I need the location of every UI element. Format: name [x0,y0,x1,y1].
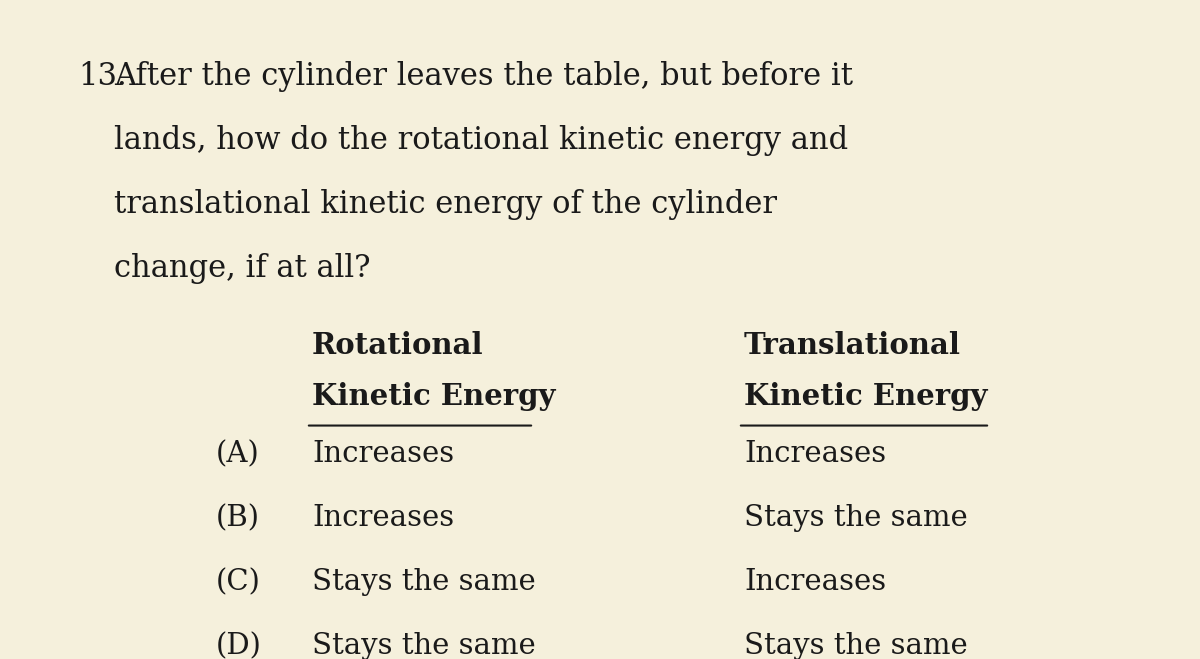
Text: After the cylinder leaves the table, but before it: After the cylinder leaves the table, but… [114,61,853,92]
Text: Translational: Translational [744,331,961,360]
Text: Increases: Increases [312,440,454,469]
Text: Rotational: Rotational [312,331,484,360]
Text: Stays the same: Stays the same [744,633,967,659]
Text: Kinetic Energy: Kinetic Energy [744,382,988,411]
Text: (A): (A) [216,440,259,469]
Text: Stays the same: Stays the same [312,633,535,659]
Text: (D): (D) [216,633,262,659]
Text: translational kinetic energy of the cylinder: translational kinetic energy of the cyli… [114,189,778,220]
Text: (B): (B) [216,504,260,532]
Text: 13.: 13. [78,61,127,92]
Text: Increases: Increases [744,568,886,596]
Text: Kinetic Energy: Kinetic Energy [312,382,556,411]
Text: lands, how do the rotational kinetic energy and: lands, how do the rotational kinetic ene… [114,125,848,156]
Text: Increases: Increases [312,504,454,532]
Text: Stays the same: Stays the same [312,568,535,596]
Text: change, if at all?: change, if at all? [114,253,371,284]
Text: Stays the same: Stays the same [744,504,967,532]
Text: Increases: Increases [744,440,886,469]
Text: (C): (C) [216,568,260,596]
